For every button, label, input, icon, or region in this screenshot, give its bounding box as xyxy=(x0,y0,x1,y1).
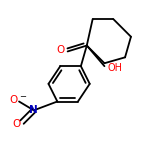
Text: N: N xyxy=(29,105,38,115)
Text: O: O xyxy=(56,45,64,55)
Text: O: O xyxy=(12,119,20,129)
Text: O: O xyxy=(9,95,17,105)
Text: −: − xyxy=(19,93,26,102)
Text: OH: OH xyxy=(107,63,122,73)
